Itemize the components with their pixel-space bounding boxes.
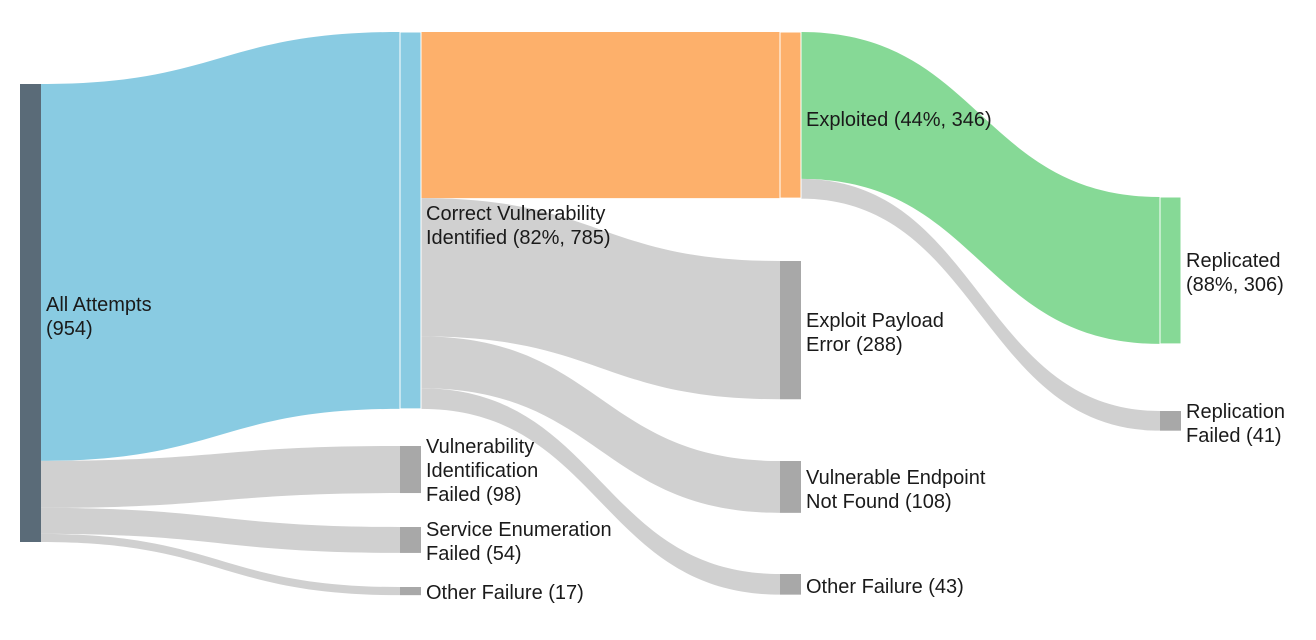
label-endpoint_nf-line-0: Vulnerable Endpoint [806, 467, 986, 489]
label-other2-line-0: Other Failure (43) [806, 576, 964, 598]
node-endpoint_nf[interactable] [780, 461, 801, 513]
link-correct-to-endpoint_nf [421, 336, 780, 513]
sankey-labels: All Attempts (954)Correct Vulnerability Id… [46, 109, 1285, 604]
label-exploited: Exploited (44%, 346) [806, 109, 992, 131]
label-correct: Correct Vulnerability Identified (82%, 78… [426, 203, 611, 249]
node-other2[interactable] [780, 574, 801, 595]
label-vuln_fail-line-0: Vulnerability [426, 436, 534, 458]
label-enum_fail: Service Enumeration Failed (54) [426, 519, 612, 565]
label-other1: Other Failure (17) [426, 582, 584, 604]
label-payload_err-line-1: Error (288) [806, 334, 903, 356]
node-other1[interactable] [400, 587, 421, 596]
label-enum_fail-line-1: Failed (54) [426, 543, 522, 565]
label-repl_fail: Replication Failed (41) [1186, 401, 1285, 447]
link-correct-to-payload_err [421, 198, 780, 400]
label-replicated-line-1: (88%, 306) [1186, 274, 1284, 296]
label-correct-line-0: Correct Vulnerability [426, 203, 605, 225]
node-enum_fail[interactable] [400, 527, 421, 553]
sankey-nodes [20, 31, 1182, 596]
node-exploited[interactable] [779, 31, 802, 199]
node-replicated[interactable] [1159, 196, 1182, 345]
label-other1-line-0: Other Failure (17) [426, 582, 584, 604]
label-endpoint_nf-line-1: Not Found (108) [806, 491, 952, 513]
link-all-to-other1 [41, 533, 400, 596]
label-correct-line-1: Identified (82%, 785) [426, 227, 611, 249]
label-all: All Attempts (954) [46, 294, 152, 340]
node-repl_fail[interactable] [1160, 411, 1181, 431]
label-vuln_fail-line-1: Identification [426, 460, 538, 482]
label-endpoint_nf: Vulnerable Endpoint Not Found (108) [806, 467, 986, 513]
node-correct[interactable] [399, 31, 422, 410]
link-all-to-enum_fail [41, 507, 400, 553]
label-exploited-line-0: Exploited (44%, 346) [806, 109, 992, 131]
label-replicated-line-0: Replicated [1186, 250, 1281, 272]
label-vuln_fail: Vulnerability Identification Failed (98) [426, 436, 538, 506]
label-repl_fail-line-0: Replication [1186, 401, 1285, 423]
node-vuln_fail[interactable] [400, 446, 421, 494]
label-payload_err: Exploit Payload Error (288) [806, 310, 944, 356]
label-enum_fail-line-0: Service Enumeration [426, 519, 612, 541]
link-exploited-to-replicated [801, 32, 1160, 344]
sankey-links [41, 32, 1160, 596]
link-correct-to-other2 [421, 388, 780, 595]
node-all[interactable] [20, 84, 41, 542]
label-other2: Other Failure (43) [806, 576, 964, 598]
label-all-line-1: (954) [46, 318, 93, 340]
label-repl_fail-line-1: Failed (41) [1186, 425, 1282, 447]
link-exploited-to-repl_fail [801, 178, 1160, 431]
link-correct-to-exploited [421, 32, 780, 199]
label-vuln_fail-line-2: Failed (98) [426, 484, 522, 506]
link-all-to-vuln_fail [41, 446, 400, 508]
label-all-line-0: All Attempts [46, 294, 152, 316]
label-replicated: Replicated (88%, 306) [1186, 250, 1284, 296]
link-all-to-correct [41, 32, 400, 461]
node-payload_err[interactable] [780, 261, 801, 400]
label-payload_err-line-0: Exploit Payload [806, 310, 944, 332]
